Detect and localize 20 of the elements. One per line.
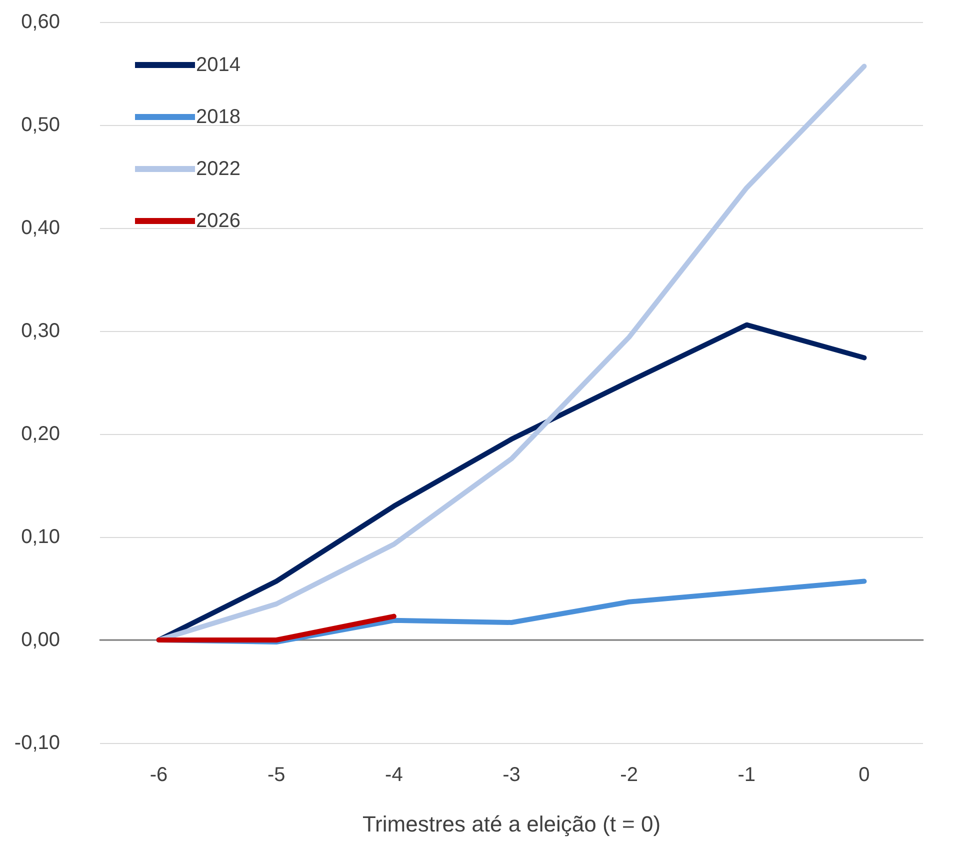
y-tick-label: 0,00	[21, 629, 60, 651]
y-tick-label: 0,30	[21, 320, 60, 342]
legend-label: 2018	[196, 106, 240, 128]
x-tick-label: -6	[150, 764, 168, 786]
legend-label: 2022	[196, 158, 240, 180]
legend-label: 2014	[196, 54, 240, 76]
y-tick-label: 0,60	[21, 11, 60, 33]
x-tick-label: -3	[502, 764, 520, 786]
x-axis-title: Trimestres até a eleição (t = 0)	[362, 812, 661, 836]
x-tick-label: -4	[385, 764, 403, 786]
y-tick-label: 0,50	[21, 114, 60, 136]
y-tick-label: 0,10	[21, 526, 60, 548]
x-tick-label: 0	[858, 764, 870, 786]
x-tick-label: -5	[267, 764, 286, 786]
y-tick-label: -0,10	[14, 732, 60, 754]
x-tick-label: -1	[738, 764, 756, 786]
y-tick-label: 0,20	[21, 423, 60, 445]
legend-label: 2026	[196, 210, 240, 232]
x-tick-label: -2	[620, 764, 638, 786]
y-tick-label: 0,40	[21, 217, 60, 239]
